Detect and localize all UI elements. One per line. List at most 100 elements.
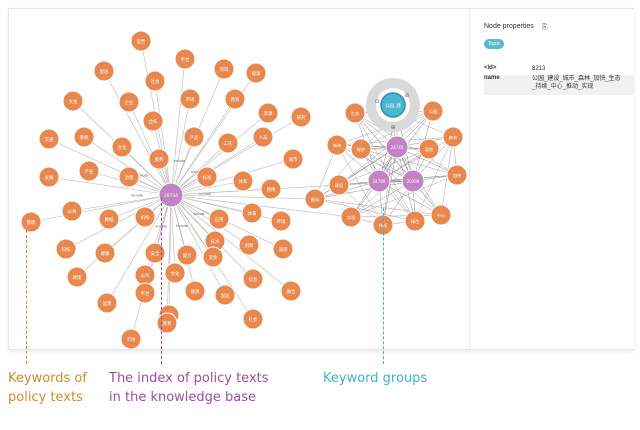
keyword-group-node[interactable]	[380, 92, 406, 118]
keyword-node-48-label: 运营	[103, 300, 112, 307]
keyword-node-7-label: 教育	[231, 96, 240, 103]
keyword-node-7[interactable]	[224, 88, 246, 110]
edge-label-5: Include	[131, 193, 143, 197]
group-keyword-node-0[interactable]	[344, 102, 366, 124]
keyword-node-35-label: 科技	[62, 246, 71, 253]
group-keyword-node-12-label: 湿地	[425, 146, 434, 153]
property-row-id: <id> 8213	[484, 65, 634, 75]
copy-icon[interactable]: ⎘	[542, 23, 548, 31]
keyword-node-48[interactable]	[96, 292, 118, 314]
keyword-node-35[interactable]	[55, 238, 77, 260]
keyword-node-8[interactable]	[62, 90, 84, 112]
keyword-node-28[interactable]	[61, 200, 83, 222]
group-keyword-node-8-label: 实现	[347, 214, 355, 221]
keyword-node-40[interactable]	[238, 234, 260, 256]
keyword-node-23-label: 标准	[203, 174, 212, 181]
group-keyword-node-12[interactable]	[418, 138, 440, 160]
group-keyword-node-2[interactable]	[326, 134, 348, 156]
keyword-node-15[interactable]	[183, 126, 205, 148]
lock-icon[interactable]: ⊙	[374, 98, 379, 105]
keyword-node-31[interactable]	[208, 208, 230, 230]
hide-icon[interactable]: ⊘	[404, 92, 409, 99]
right-index-node-0[interactable]	[385, 135, 409, 159]
keyword-node-14[interactable]	[111, 136, 133, 158]
keyword-node-13[interactable]	[73, 126, 95, 148]
caption-groups-line1: Keyword groups	[323, 371, 428, 386]
keyword-node-2[interactable]	[213, 58, 235, 80]
keyword-node-1[interactable]	[174, 48, 196, 70]
keyword-node-46[interactable]	[242, 268, 264, 290]
keyword-node-16[interactable]	[217, 132, 239, 154]
keyword-node-12[interactable]	[142, 110, 164, 132]
keyword-node-53-label: 社会	[249, 316, 258, 323]
edge-hub-keyword-6	[170, 98, 191, 196]
group-keyword-node-7[interactable]	[430, 204, 452, 226]
keyword-node-10[interactable]	[257, 102, 279, 124]
edge-cross-1	[170, 184, 340, 196]
group-keyword-node-11[interactable]	[350, 138, 372, 160]
keyword-node-47[interactable]	[280, 280, 302, 302]
edge-mesh-4-8	[350, 174, 458, 218]
keyword-node-3[interactable]	[245, 62, 267, 84]
group-keyword-node-3[interactable]	[442, 126, 464, 148]
topic-label-badge[interactable]: Topic	[484, 39, 504, 49]
keyword-node-22[interactable]	[118, 166, 140, 188]
keyword-node-21[interactable]	[78, 160, 100, 182]
keyword-node-52[interactable]	[214, 284, 236, 306]
group-keyword-node-1[interactable]	[422, 100, 444, 122]
property-value-name: 公园_建设_城市_森林_加快_生态_持续_中心_推动_实现	[532, 76, 621, 90]
keyword-node-25-label: 网络	[267, 186, 276, 193]
keyword-node-5-label: 社会	[151, 78, 160, 85]
group-keyword-node-5[interactable]	[328, 174, 350, 196]
keyword-node-55[interactable]	[156, 312, 178, 334]
caption-index-line2: in the knowledge base	[109, 390, 257, 405]
keyword-node-29[interactable]	[98, 208, 120, 230]
keyword-node-5[interactable]	[144, 70, 166, 92]
keyword-node-33[interactable]	[20, 211, 42, 233]
group-keyword-node-8[interactable]	[340, 206, 362, 228]
keyword-node-31-label: 应用	[215, 216, 224, 223]
keyword-node-42[interactable]	[66, 266, 88, 288]
keyword-node-34-label: 环境	[277, 218, 286, 225]
keyword-node-36[interactable]	[94, 242, 116, 264]
index-node-hub[interactable]	[158, 182, 184, 208]
keyword-node-6[interactable]	[179, 88, 201, 110]
right-index-node-1[interactable]	[367, 169, 391, 193]
keyword-node-24[interactable]	[232, 170, 254, 192]
keyword-node-20[interactable]	[282, 148, 304, 170]
keyword-node-34[interactable]	[270, 210, 292, 232]
keyword-node-23[interactable]	[196, 166, 218, 188]
knowledge-graph-canvas[interactable]: Include Include Include Include Include Inclu…	[9, 9, 469, 349]
right-index-node-2[interactable]	[401, 169, 425, 193]
keyword-node-26[interactable]	[38, 166, 60, 188]
keyword-node-49[interactable]	[134, 282, 156, 304]
keyword-node-37[interactable]	[144, 242, 166, 264]
keyword-node-32[interactable]	[241, 202, 263, 224]
keyword-node-41[interactable]	[272, 238, 294, 260]
keyword-node-0[interactable]	[130, 30, 152, 52]
keyword-node-30[interactable]	[134, 206, 156, 228]
group-keyword-node-6[interactable]	[304, 188, 326, 210]
edge-hub-keyword-11	[170, 116, 302, 196]
group-keyword-node-10[interactable]	[404, 210, 426, 232]
keyword-node-19[interactable]	[148, 148, 170, 170]
edge-mesh-6-10	[314, 198, 416, 222]
keyword-node-44[interactable]	[164, 262, 186, 284]
keyword-node-53[interactable]	[242, 308, 264, 330]
edge-hub-keyword-1	[170, 58, 186, 196]
keyword-node-38[interactable]	[176, 244, 198, 266]
keyword-node-51[interactable]	[184, 280, 206, 302]
keyword-node-17[interactable]	[252, 126, 274, 148]
group-keyword-node-4[interactable]	[446, 164, 468, 186]
expand-icon[interactable]: ⊕	[390, 124, 395, 131]
group-keyword-node-1-label: 公园	[429, 109, 437, 115]
edge-mesh-0-7	[354, 112, 442, 216]
keyword-node-54[interactable]	[120, 328, 142, 349]
keyword-node-4[interactable]	[93, 60, 115, 82]
keyword-node-18[interactable]	[38, 128, 60, 150]
group-keyword-node-10-label: 绿色	[411, 218, 420, 224]
keyword-node-11[interactable]	[290, 106, 312, 128]
keyword-node-9[interactable]	[118, 91, 140, 113]
keyword-node-45[interactable]	[202, 246, 224, 268]
keyword-node-25[interactable]	[260, 178, 282, 200]
